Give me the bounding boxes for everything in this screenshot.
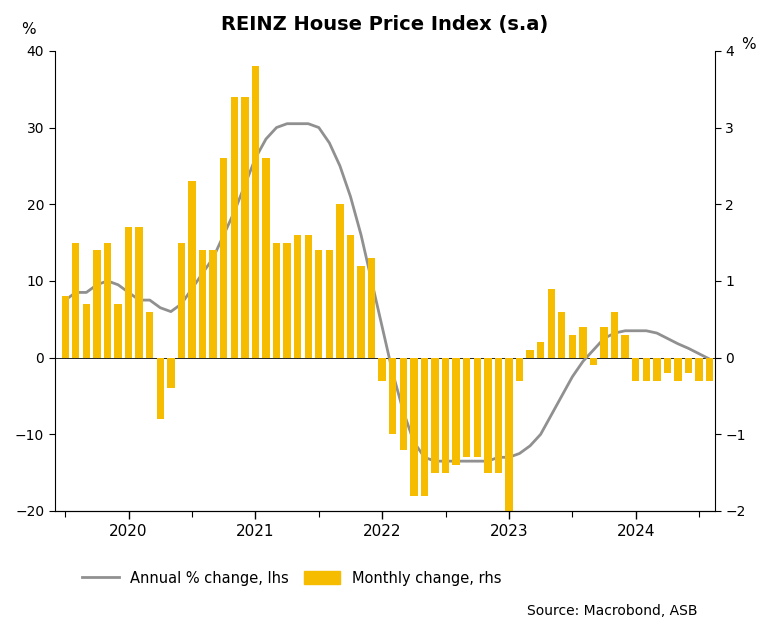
Title: REINZ House Price Index (s.a): REINZ House Price Index (s.a): [221, 15, 548, 34]
Bar: [209, 250, 217, 357]
Bar: [315, 250, 322, 357]
Bar: [220, 158, 227, 357]
Bar: [389, 357, 397, 434]
Bar: [231, 97, 238, 357]
Bar: [378, 357, 386, 381]
Bar: [463, 357, 470, 457]
Bar: [484, 357, 492, 473]
Bar: [104, 243, 111, 357]
Bar: [590, 357, 597, 365]
Text: Source: Macrobond, ASB: Source: Macrobond, ASB: [528, 604, 698, 618]
Bar: [357, 266, 365, 357]
Bar: [94, 250, 100, 357]
Bar: [326, 250, 333, 357]
Bar: [453, 357, 460, 465]
Legend: Annual % change, lhs, Monthly change, rhs: Annual % change, lhs, Monthly change, rh…: [77, 565, 507, 592]
Bar: [632, 357, 640, 381]
Bar: [568, 334, 576, 357]
Bar: [601, 327, 607, 357]
Bar: [189, 181, 196, 357]
Y-axis label: %: %: [21, 22, 35, 37]
Bar: [548, 289, 555, 357]
Bar: [579, 327, 587, 357]
Bar: [273, 243, 280, 357]
Bar: [283, 243, 291, 357]
Bar: [653, 357, 660, 381]
Bar: [167, 357, 175, 389]
Bar: [156, 357, 164, 419]
Bar: [526, 350, 534, 357]
Bar: [663, 357, 671, 373]
Bar: [336, 204, 344, 357]
Bar: [114, 304, 122, 357]
Bar: [421, 357, 428, 496]
Bar: [558, 311, 565, 357]
Bar: [505, 357, 512, 511]
Bar: [621, 334, 629, 357]
Bar: [199, 250, 206, 357]
Bar: [516, 357, 523, 381]
Bar: [442, 357, 449, 473]
Bar: [146, 311, 153, 357]
Bar: [347, 235, 354, 357]
Bar: [252, 66, 259, 357]
Bar: [304, 235, 312, 357]
Bar: [696, 357, 703, 381]
Bar: [83, 304, 90, 357]
Bar: [674, 357, 682, 381]
Bar: [368, 258, 375, 357]
Bar: [685, 357, 693, 373]
Bar: [178, 243, 185, 357]
Bar: [262, 158, 270, 357]
Bar: [473, 357, 481, 457]
Bar: [431, 357, 439, 473]
Bar: [400, 357, 407, 450]
Bar: [61, 296, 69, 357]
Y-axis label: %: %: [741, 37, 755, 52]
Bar: [410, 357, 417, 496]
Bar: [611, 311, 618, 357]
Bar: [294, 235, 301, 357]
Bar: [537, 342, 545, 357]
Bar: [706, 357, 713, 381]
Bar: [495, 357, 502, 473]
Bar: [72, 243, 80, 357]
Bar: [241, 97, 249, 357]
Bar: [125, 227, 133, 357]
Bar: [136, 227, 143, 357]
Bar: [643, 357, 650, 381]
